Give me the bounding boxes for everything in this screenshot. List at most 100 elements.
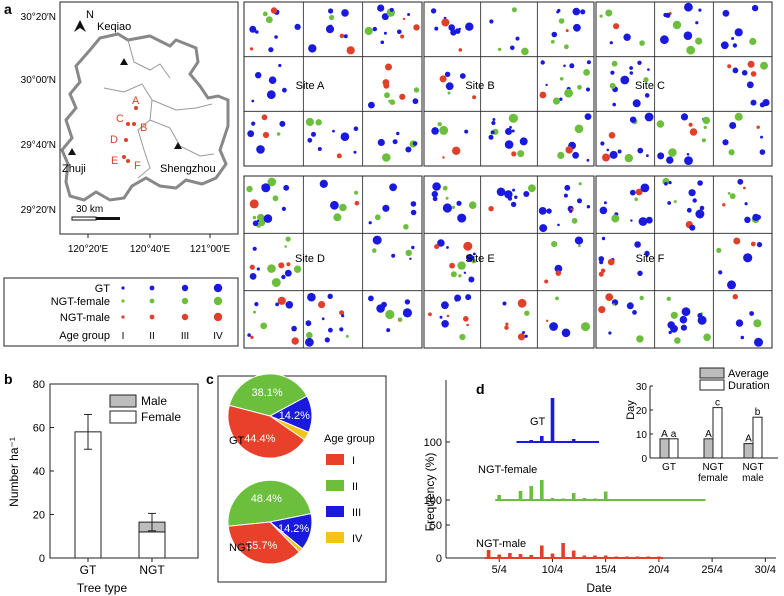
tree-dot [388, 99, 391, 103]
tree-dot [637, 60, 642, 65]
tree-dot [609, 150, 618, 159]
tree-dot [407, 13, 411, 16]
tree-dot [253, 310, 256, 314]
tree-dot [699, 212, 703, 216]
tree-dot [607, 258, 615, 266]
legend-dot [213, 283, 223, 293]
tree-dot [251, 99, 255, 103]
tree-dot [389, 7, 394, 12]
tree-dot [697, 180, 703, 186]
legend-row-label: NGT-male [60, 312, 110, 324]
tree-dot [428, 312, 432, 317]
tree-dot [397, 29, 402, 35]
tree-dot [559, 97, 563, 101]
tree-dot [452, 146, 461, 155]
tree-dot [380, 40, 385, 45]
tree-dot [505, 128, 512, 135]
tree-dot [578, 182, 582, 186]
tree-dot [353, 126, 359, 131]
tree-dot [404, 299, 411, 305]
tree-dot [577, 198, 582, 204]
tree-dot [285, 236, 291, 242]
tree-dot [608, 132, 616, 139]
tree-dot [703, 125, 707, 129]
tree-dot [546, 208, 552, 214]
frequency-bar [529, 486, 533, 500]
tree-dot [724, 141, 728, 145]
axis-title-y: Day [625, 400, 637, 420]
axis-title-y: Frequency (%) [423, 453, 437, 532]
tree-dot [744, 202, 748, 206]
lon-label: 121°00′E [190, 244, 231, 255]
tree-dot [252, 215, 257, 220]
tree-dot [544, 279, 549, 284]
pie-slice-label: 35.7% [246, 540, 277, 552]
legend-label: II [352, 481, 358, 493]
y-tick-label: 20 [636, 406, 648, 417]
pie-slice [227, 404, 306, 459]
tree-dot [267, 264, 276, 273]
tree-dot [517, 333, 526, 341]
tree-dot [667, 321, 675, 329]
tree-dot [257, 213, 265, 222]
x-tick-label: NGT [139, 563, 165, 577]
tree-dot [385, 309, 395, 320]
x-tick-label: 5/4 [492, 564, 507, 576]
tree-dot [539, 224, 548, 233]
tree-dot [695, 21, 699, 25]
legend-label: Average [728, 368, 769, 380]
tree-dot [647, 68, 650, 71]
legend-dot [181, 284, 189, 292]
y-tick-label: 0 [641, 454, 647, 465]
tree-dot [431, 127, 439, 135]
scale-bar [71, 216, 120, 221]
tree-dot [448, 24, 456, 31]
tree-dot [586, 60, 591, 65]
tree-dot [346, 46, 355, 55]
y-tick-label: 20 [33, 510, 45, 522]
average-bar [743, 443, 754, 459]
tree-dot [285, 301, 294, 309]
tree-dot [446, 314, 450, 318]
tree-dot [679, 315, 688, 324]
pie-slice-label: 38.1% [251, 387, 282, 399]
tree-dot [515, 36, 520, 41]
tree-dot [402, 308, 412, 318]
tree-dot [262, 131, 270, 139]
tree-dot [402, 17, 406, 21]
tree-dot [284, 269, 292, 277]
significance-letter: A [705, 429, 712, 440]
tree-dot [283, 184, 290, 191]
x-tick-label: 15/4 [595, 564, 616, 576]
tree-dot [372, 235, 382, 245]
tree-dot [574, 236, 583, 245]
tree-dot [412, 141, 418, 146]
tree-dot [332, 129, 335, 133]
legend-swatch [699, 379, 725, 391]
significance-letter: b [755, 407, 761, 418]
legend-row-label: Age group [59, 330, 110, 342]
series-label: NGT-male [476, 538, 526, 550]
tree-dot [569, 209, 573, 213]
tree-dot [333, 213, 342, 222]
tree-dot [307, 137, 313, 143]
tree-dot [368, 221, 372, 225]
frequency-bar [614, 556, 619, 558]
pie-name: NGT [229, 542, 253, 554]
tree-dot [282, 87, 287, 93]
tree-dot [740, 335, 745, 340]
tree-dot [442, 203, 452, 213]
tree-dot [449, 262, 455, 269]
frequency-bar [561, 441, 565, 442]
tree-dot [546, 319, 549, 322]
tree-dot [750, 71, 757, 77]
tree-dot [564, 44, 569, 50]
tree-dot [754, 337, 763, 347]
tree-dot [686, 207, 692, 213]
significance-letter: c [715, 398, 720, 409]
tree-dot [281, 274, 286, 280]
frequency-bar [646, 499, 651, 500]
site-title: Site E [465, 253, 494, 265]
tree-dot [249, 25, 257, 33]
tree-dot [747, 60, 755, 68]
